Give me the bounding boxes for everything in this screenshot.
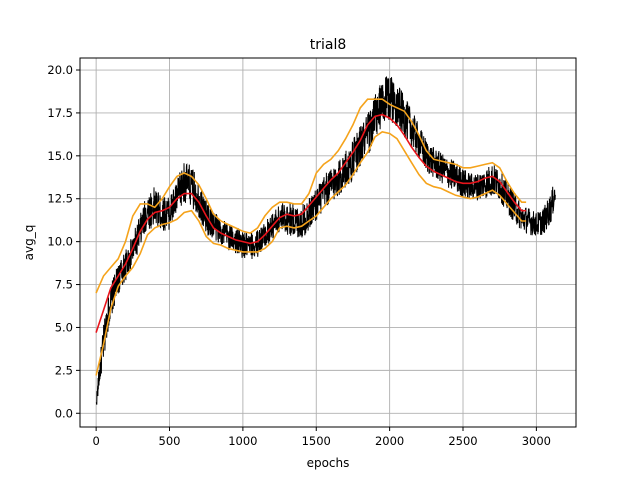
grid	[80, 58, 576, 427]
y-tick-label: 5.0	[55, 320, 73, 334]
band-series	[95, 98, 527, 376]
y-axis-label: avg_q	[22, 225, 36, 261]
x-tick-label: 2000	[375, 434, 404, 448]
y-tick-label: 20.0	[47, 63, 73, 77]
lower-band-line	[95, 130, 527, 376]
y-axis: 0.0 2.5 5.0 7.5 10.0 12.5 15.0 17.5 20.0	[47, 63, 80, 420]
raw-line	[95, 76, 556, 405]
x-axis: 0 500 1000 1500 2000 2500 3000	[92, 427, 551, 448]
raw-series	[95, 76, 556, 405]
y-tick-label: 0.0	[55, 406, 73, 420]
y-tick-label: 17.5	[47, 106, 73, 120]
x-axis-label: epochs	[307, 456, 350, 470]
x-tick-label: 500	[159, 434, 181, 448]
chart-title: trial8	[310, 37, 347, 53]
mean-series	[95, 113, 527, 333]
x-tick-label: 2500	[448, 434, 477, 448]
mean-line	[95, 113, 527, 333]
x-tick-label: 1500	[302, 434, 331, 448]
upper-band-line	[95, 98, 527, 294]
x-tick-label: 3000	[522, 434, 551, 448]
y-tick-label: 10.0	[47, 235, 73, 249]
y-tick-label: 12.5	[47, 192, 73, 206]
y-tick-label: 2.5	[55, 363, 73, 377]
y-tick-label: 15.0	[47, 149, 73, 163]
x-tick-label: 1000	[228, 434, 257, 448]
plot-frame	[79, 57, 577, 428]
x-tick-label: 0	[92, 434, 99, 448]
y-tick-label: 7.5	[55, 278, 73, 292]
